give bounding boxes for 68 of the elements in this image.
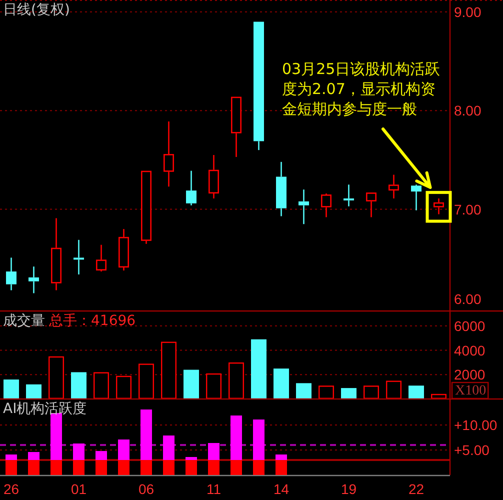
bar bbox=[73, 444, 84, 460]
bar bbox=[296, 383, 312, 399]
bar bbox=[276, 454, 287, 460]
bar bbox=[208, 443, 220, 460]
bar bbox=[163, 436, 174, 460]
y-tick-label: 7.00 bbox=[454, 201, 482, 218]
chart-title: 成交量 bbox=[3, 313, 45, 329]
chart-title: 日线(复权) bbox=[3, 2, 70, 18]
bar bbox=[118, 460, 130, 475]
bar bbox=[96, 451, 107, 460]
y-tick-label: 4000 bbox=[454, 342, 486, 358]
bar bbox=[28, 452, 40, 460]
x-tick-label: 06 bbox=[138, 481, 154, 497]
bar bbox=[28, 460, 40, 475]
bar bbox=[71, 372, 86, 399]
bar bbox=[431, 394, 446, 399]
bar bbox=[50, 460, 62, 475]
y-axis-title: X100 bbox=[455, 384, 486, 398]
bar bbox=[364, 386, 379, 399]
bar bbox=[341, 388, 356, 399]
y-tick-label: 9.00 bbox=[454, 4, 482, 20]
y-tick-label: 6000 bbox=[454, 318, 486, 334]
bar bbox=[186, 460, 197, 475]
bar bbox=[163, 460, 174, 475]
bar bbox=[274, 368, 289, 399]
bar bbox=[253, 460, 264, 475]
bar bbox=[6, 454, 17, 460]
bar bbox=[230, 460, 242, 475]
y-tick-label: 2000 bbox=[454, 366, 486, 383]
bar bbox=[318, 386, 334, 399]
bar bbox=[6, 460, 17, 475]
bar bbox=[408, 386, 424, 399]
bar bbox=[26, 384, 42, 399]
chart-subtitle: 总手：41696 bbox=[48, 313, 136, 329]
bar bbox=[4, 380, 19, 399]
bar bbox=[276, 460, 287, 475]
bar bbox=[208, 460, 220, 475]
bar bbox=[140, 410, 152, 460]
bar bbox=[251, 339, 266, 399]
x-tick-label: 01 bbox=[70, 481, 87, 497]
bar bbox=[116, 376, 132, 399]
bar bbox=[253, 420, 264, 460]
x-tick-label: 11 bbox=[206, 481, 222, 497]
bar bbox=[96, 460, 107, 475]
y-tick-label: +10.00 bbox=[454, 417, 498, 433]
x-tick-label: 19 bbox=[340, 481, 357, 497]
bar bbox=[184, 370, 199, 399]
bar bbox=[118, 440, 130, 460]
x-tick-label: 22 bbox=[408, 481, 424, 497]
bar bbox=[94, 372, 109, 399]
bar bbox=[230, 416, 242, 460]
y-tick-label: 6.00 bbox=[454, 291, 482, 307]
chart-title: AI机构活跃度 bbox=[3, 401, 87, 417]
x-tick-label: 26 bbox=[3, 481, 20, 497]
bar bbox=[206, 373, 222, 399]
bar bbox=[161, 342, 176, 399]
y-tick-label: 8.00 bbox=[454, 102, 482, 119]
y-tick-label: +5.00 bbox=[454, 442, 490, 458]
bar bbox=[138, 364, 154, 399]
bar bbox=[73, 460, 84, 475]
bar bbox=[50, 413, 62, 460]
bar bbox=[228, 362, 244, 399]
annotation: 03月25日该股机构活跃度为2.07，显示机构资金短期内参与度一般 bbox=[282, 60, 440, 118]
bar bbox=[186, 457, 197, 460]
bar bbox=[386, 380, 402, 399]
x-tick-label: 14 bbox=[273, 481, 290, 497]
bar bbox=[48, 356, 64, 399]
bar bbox=[140, 460, 152, 475]
